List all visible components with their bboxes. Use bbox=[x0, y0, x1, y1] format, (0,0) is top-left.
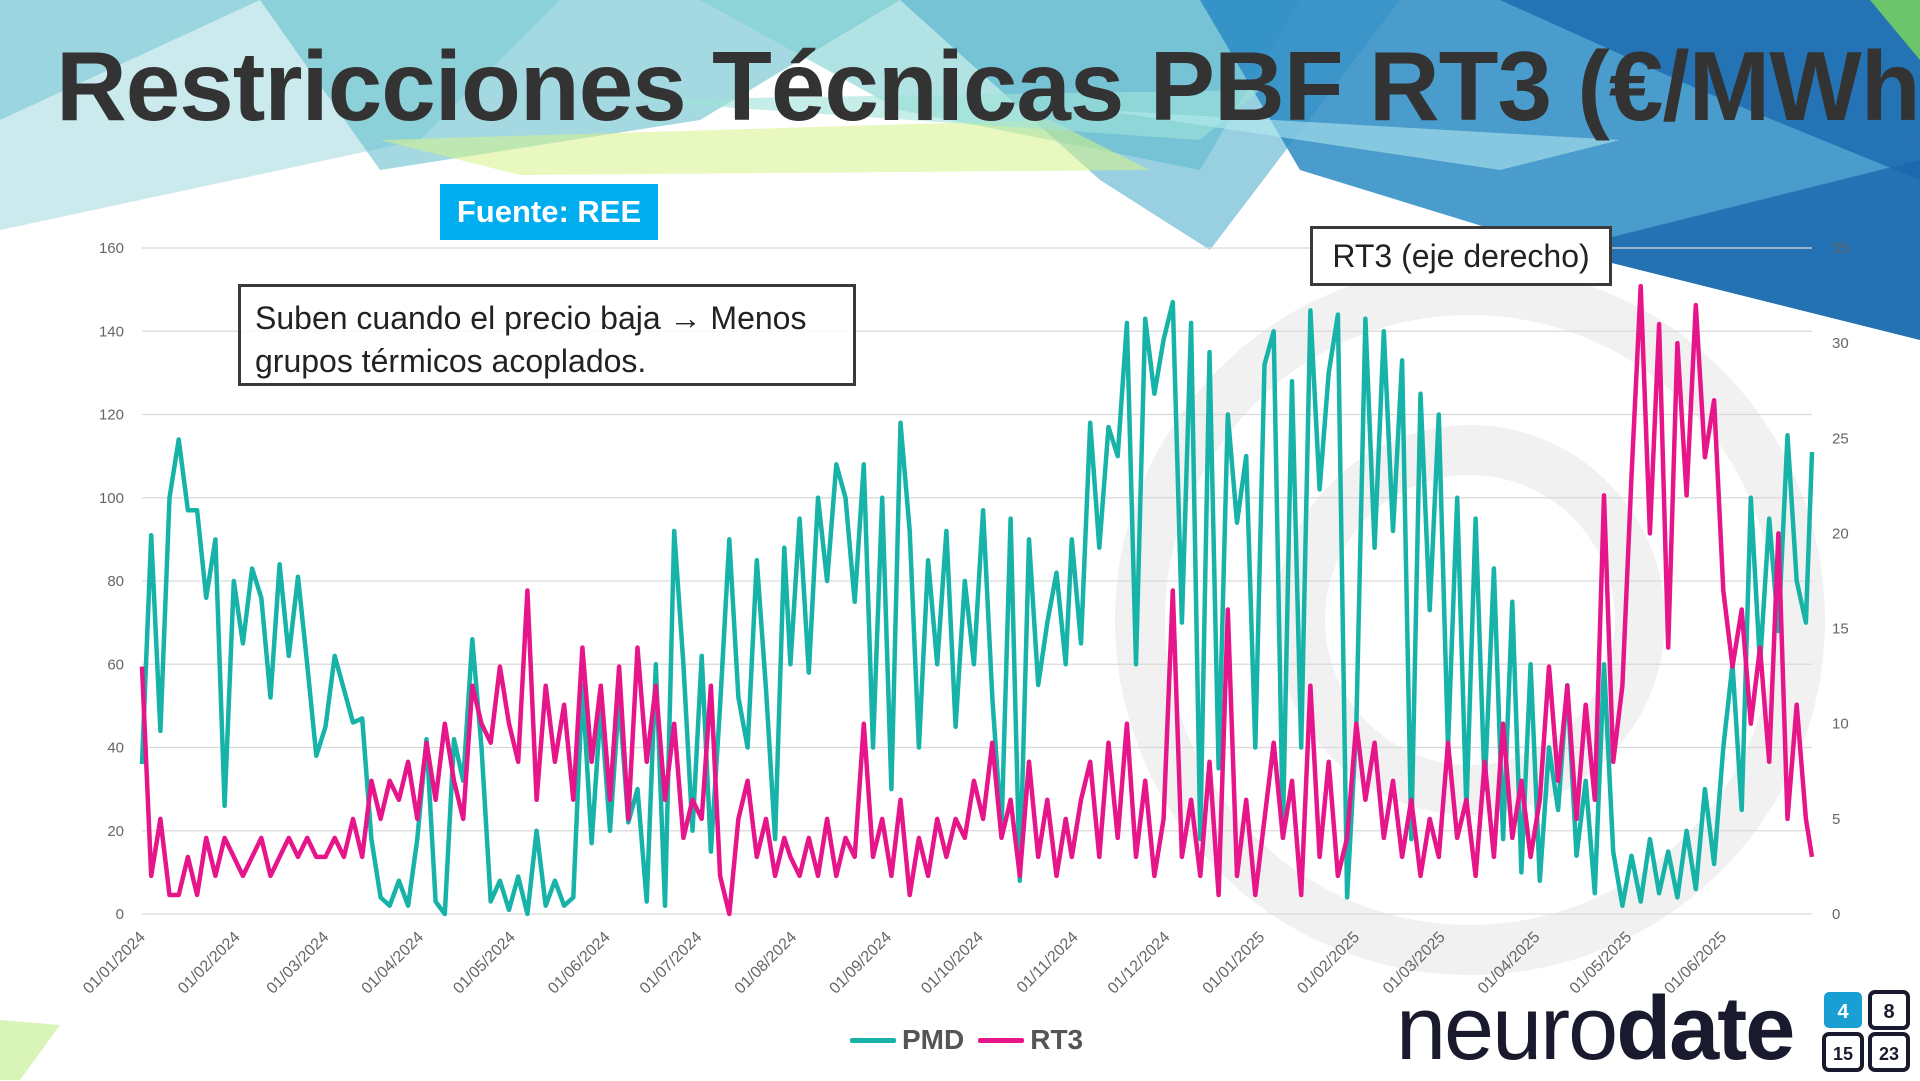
y-right-tick-label: 30 bbox=[1832, 335, 1849, 352]
x-tick-label: 01/05/2024 bbox=[450, 929, 519, 998]
y-left-tick-label: 160 bbox=[99, 240, 124, 257]
y-left-tick-label: 100 bbox=[99, 490, 124, 507]
x-tick-label: 01/12/2024 bbox=[1105, 929, 1174, 998]
legend-item-pmd: PMD bbox=[850, 1024, 964, 1056]
legend-label-pmd: PMD bbox=[902, 1024, 965, 1055]
calendar-cell-2 bbox=[1868, 990, 1910, 1030]
x-tick-label: 01/11/2024 bbox=[1014, 929, 1082, 997]
calendar-cell-3 bbox=[1822, 1032, 1864, 1072]
calendar-cell-4 bbox=[1868, 1032, 1910, 1072]
y-right-tick-label: 25 bbox=[1832, 430, 1849, 447]
x-tick-label: 01/01/2025 bbox=[1200, 929, 1269, 998]
legend-label-rt3: RT3 bbox=[1030, 1024, 1084, 1055]
series-line-pmd bbox=[139, 299, 1815, 917]
y-right-tick-label: 10 bbox=[1832, 716, 1849, 733]
calendar-cell-1 bbox=[1824, 992, 1862, 1028]
calendar-number-4: 23 bbox=[1879, 1044, 1899, 1064]
calendar-number-3: 15 bbox=[1833, 1044, 1853, 1064]
rt3-axis-note: RT3 (eje derecho) bbox=[1310, 226, 1612, 286]
x-tick-label: 01/07/2024 bbox=[637, 929, 706, 998]
y-left-tick-label: 80 bbox=[107, 573, 124, 590]
x-tick-label: 01/04/2024 bbox=[359, 929, 428, 998]
y-left-tick-label: 140 bbox=[99, 323, 124, 340]
calendar-number-1: 4 bbox=[1837, 1001, 1849, 1023]
x-tick-label: 01/10/2024 bbox=[918, 929, 987, 998]
y-right-tick-label: 35 bbox=[1832, 240, 1849, 257]
calendar-number-2: 8 bbox=[1883, 1001, 1894, 1023]
x-tick-label: 01/02/2025 bbox=[1294, 929, 1363, 998]
chart-legend: PMD RT3 bbox=[850, 1024, 1083, 1056]
x-tick-label: 01/06/2024 bbox=[545, 929, 614, 998]
logo-text-date: date bbox=[1616, 979, 1795, 1079]
x-tick-label: 01/02/2024 bbox=[175, 929, 244, 998]
series-line-rt3 bbox=[139, 283, 1815, 917]
x-tick-label: 01/08/2024 bbox=[732, 929, 801, 998]
neurodate-logo: neurodate bbox=[1396, 978, 1795, 1081]
calendar-icon: 4 8 15 23 bbox=[1822, 990, 1910, 1072]
y-left-tick-label: 40 bbox=[107, 740, 124, 757]
y-right-tick-label: 0 bbox=[1832, 906, 1840, 923]
y-right-tick-label: 5 bbox=[1832, 811, 1840, 828]
y-left-tick-label: 20 bbox=[107, 823, 124, 840]
x-tick-label: 01/09/2024 bbox=[826, 929, 895, 998]
y-left-tick-label: 60 bbox=[107, 656, 124, 673]
annotation-box: Suben cuando el precio baja → Menos grup… bbox=[238, 284, 856, 386]
logo-text-neuro: neuro bbox=[1396, 979, 1618, 1079]
left-axis-ticks: 0 20 40 60 80 100 120 140 160 bbox=[99, 240, 124, 923]
x-tick-label: 01/03/2024 bbox=[264, 929, 333, 998]
y-right-tick-label: 15 bbox=[1832, 621, 1849, 638]
slide-title: Restricciones Técnicas PBF RT3 (€/MWh) bbox=[56, 31, 1920, 141]
source-badge: Fuente: REE bbox=[440, 184, 658, 240]
y-left-tick-label: 120 bbox=[99, 407, 124, 424]
legend-swatch-pmd bbox=[850, 1037, 896, 1043]
y-left-tick-label: 0 bbox=[116, 906, 124, 923]
chart-series bbox=[139, 283, 1815, 917]
legend-item-rt3: RT3 bbox=[978, 1024, 1083, 1056]
right-axis-ticks: 0 5 10 15 20 25 30 35 bbox=[1832, 240, 1849, 923]
x-tick-label: 01/01/2024 bbox=[80, 929, 149, 998]
y-right-tick-label: 20 bbox=[1832, 525, 1849, 542]
legend-swatch-rt3 bbox=[978, 1037, 1025, 1043]
